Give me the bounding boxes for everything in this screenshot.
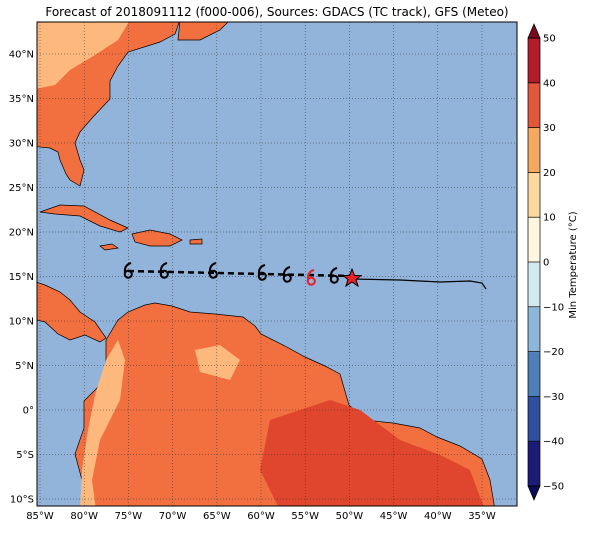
- title: Forecast of 2018091112 (f000-006), Sourc…: [45, 5, 508, 19]
- colorbar-tick-label: −20: [543, 347, 564, 358]
- central-america: [37, 281, 107, 343]
- lon-label: 45°W: [380, 511, 408, 522]
- colorbar-segment: [528, 306, 540, 353]
- lat-label: 25°N: [9, 183, 34, 194]
- colorbar-segment: [528, 82, 540, 129]
- past-track: [127, 269, 353, 278]
- lon-label: 75°W: [115, 511, 143, 522]
- map-frame: [36, 21, 518, 507]
- storm-symbol: [123, 262, 133, 279]
- colorbar-tick-label: 10: [543, 213, 556, 224]
- cool-region: [37, 22, 129, 89]
- colorbar-segment: [528, 38, 540, 84]
- cool-highlands: [80, 340, 240, 506]
- lat-label: 40°N: [9, 50, 34, 61]
- colorbar-tick-label: −10: [543, 302, 564, 313]
- colorbar-tick-label: −40: [543, 437, 564, 448]
- lon-label: 85°W: [26, 511, 54, 522]
- colorbar-tick-label: 30: [543, 123, 556, 134]
- lat-label: 20°N: [9, 228, 34, 239]
- current-position: [341, 267, 363, 288]
- warm-region: [260, 400, 484, 506]
- lon-label: 50°W: [336, 511, 364, 522]
- colorbar-segment: [528, 172, 540, 218]
- storm-symbol: [306, 269, 316, 286]
- colorbar-segment: [528, 127, 540, 173]
- lon-label: 80°W: [70, 511, 98, 522]
- colorbar-tick-label: 40: [543, 78, 556, 89]
- lon-label: 65°W: [203, 511, 231, 522]
- storm-markers: [123, 262, 339, 286]
- lat-label: 10°N: [9, 317, 34, 328]
- colorbar-segment: [528, 262, 540, 308]
- storm-symbol: [159, 262, 169, 279]
- storm-symbol: [329, 267, 339, 284]
- colorbar-segment: [528, 396, 540, 442]
- lon-label: 70°W: [159, 511, 187, 522]
- colorbar-segment: [528, 351, 540, 397]
- colorbar-tick-label: 0: [543, 258, 549, 269]
- lon-label: 40°W: [424, 511, 452, 522]
- lat-label: 10°S: [10, 495, 34, 506]
- canada: [177, 22, 229, 41]
- storm-symbol: [282, 266, 292, 283]
- puerto-rico: [189, 238, 203, 245]
- colorbar-tick-label: 50: [543, 34, 556, 45]
- lat-label: 30°N: [9, 139, 34, 150]
- storm-symbol: [208, 262, 218, 279]
- lat-label: 5°N: [15, 361, 34, 372]
- lat-label: 0°: [23, 406, 34, 417]
- lat-label: 5°S: [16, 450, 34, 461]
- forecast-track: [351, 278, 487, 290]
- colorbar-over: [527, 23, 541, 39]
- lon-label: 35°W: [468, 511, 496, 522]
- lon-label: 55°W: [291, 511, 319, 522]
- colorbar-segment: [528, 441, 540, 487]
- colorbar-tick-label: −50: [543, 482, 564, 493]
- colorbar-segment: [528, 217, 540, 263]
- lat-label: 15°N: [9, 272, 34, 283]
- lon-label: 60°W: [247, 511, 275, 522]
- colorbar-tick-label: −30: [543, 392, 564, 403]
- colorbar-under: [527, 485, 541, 501]
- colorbar-label: Min Temperature (°C): [568, 211, 579, 318]
- lat-label: 35°N: [9, 94, 34, 105]
- storm-symbol: [257, 264, 267, 281]
- cuba: [39, 204, 129, 233]
- jamaica: [99, 243, 119, 251]
- colorbar-tick-label: 20: [543, 168, 556, 179]
- map-area: [37, 22, 517, 506]
- hispaniola: [131, 229, 183, 247]
